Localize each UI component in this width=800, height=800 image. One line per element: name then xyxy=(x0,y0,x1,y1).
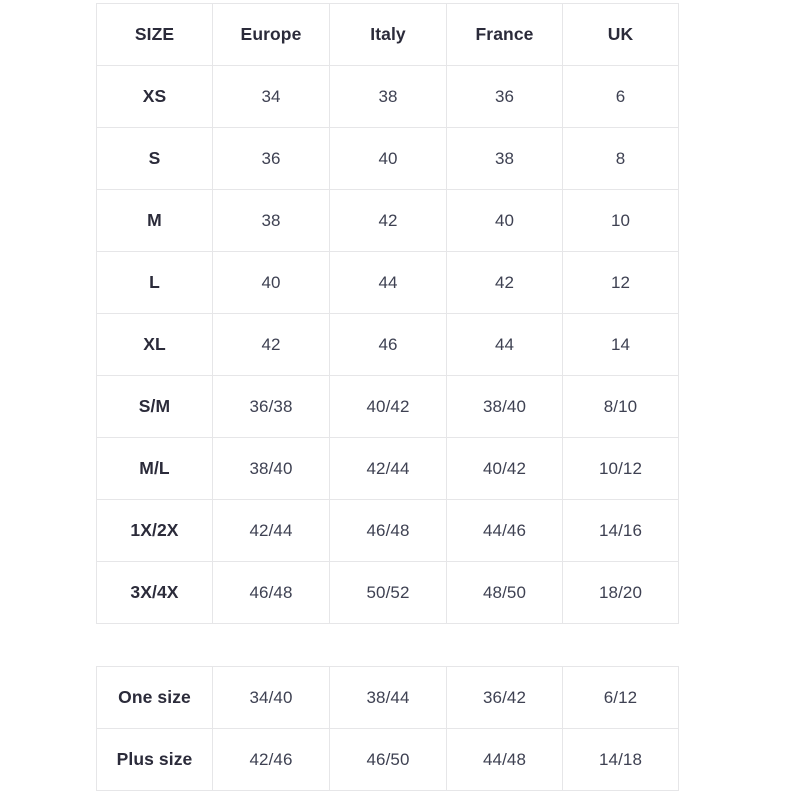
cell-3x-4x-france: 48/50 xyxy=(446,561,563,624)
cell-one-size-uk: 6/12 xyxy=(562,666,679,729)
row-label-l: L xyxy=(96,251,213,314)
cell-one-size-europe: 34/40 xyxy=(212,666,330,729)
cell-m-l-france: 40/42 xyxy=(446,437,563,500)
cell-plus-size-france: 44/48 xyxy=(446,728,563,791)
cell-xs-france: 36 xyxy=(446,65,563,128)
table-row: 3X/4X 46/48 50/52 48/50 18/20 xyxy=(96,561,679,624)
row-label-xl: XL xyxy=(96,313,213,376)
table-row: L 40 44 42 12 xyxy=(96,251,679,314)
cell-xl-france: 44 xyxy=(446,313,563,376)
table-row: S 36 40 38 8 xyxy=(96,127,679,190)
cell-xs-italy: 38 xyxy=(329,65,447,128)
cell-1x-2x-italy: 46/48 xyxy=(329,499,447,562)
table-row: One size 34/40 38/44 36/42 6/12 xyxy=(96,666,679,729)
cell-l-france: 42 xyxy=(446,251,563,314)
row-label-s: S xyxy=(96,127,213,190)
column-header-size: SIZE xyxy=(96,3,213,66)
cell-3x-4x-uk: 18/20 xyxy=(562,561,679,624)
cell-xs-europe: 34 xyxy=(212,65,330,128)
row-label-one-size: One size xyxy=(96,666,213,729)
cell-m-europe: 38 xyxy=(212,189,330,252)
cell-one-size-italy: 38/44 xyxy=(329,666,447,729)
table-row: 1X/2X 42/44 46/48 44/46 14/16 xyxy=(96,499,679,562)
header-row: SIZE Europe Italy France UK xyxy=(96,3,679,66)
cell-m-uk: 10 xyxy=(562,189,679,252)
cell-1x-2x-france: 44/46 xyxy=(446,499,563,562)
row-label-xs: XS xyxy=(96,65,213,128)
one-size-table-container: One size 34/40 38/44 36/42 6/12 Plus siz… xyxy=(96,666,679,791)
cell-l-italy: 44 xyxy=(329,251,447,314)
row-label-s-m: S/M xyxy=(96,375,213,438)
table-row: M 38 42 40 10 xyxy=(96,189,679,252)
cell-3x-4x-europe: 46/48 xyxy=(212,561,330,624)
cell-xl-italy: 46 xyxy=(329,313,447,376)
cell-s-europe: 36 xyxy=(212,127,330,190)
cell-xl-uk: 14 xyxy=(562,313,679,376)
size-conversion-table-container: SIZE Europe Italy France UK XS 34 38 36 … xyxy=(96,3,679,624)
row-label-plus-size: Plus size xyxy=(96,728,213,791)
cell-plus-size-italy: 46/50 xyxy=(329,728,447,791)
one-size-table: One size 34/40 38/44 36/42 6/12 Plus siz… xyxy=(96,666,679,791)
table-row: XS 34 38 36 6 xyxy=(96,65,679,128)
cell-m-italy: 42 xyxy=(329,189,447,252)
column-header-italy: Italy xyxy=(329,3,447,66)
cell-m-l-italy: 42/44 xyxy=(329,437,447,500)
cell-s-m-uk: 8/10 xyxy=(562,375,679,438)
column-header-uk: UK xyxy=(562,3,679,66)
cell-s-italy: 40 xyxy=(329,127,447,190)
cell-s-m-italy: 40/42 xyxy=(329,375,447,438)
cell-m-l-europe: 38/40 xyxy=(212,437,330,500)
cell-3x-4x-italy: 50/52 xyxy=(329,561,447,624)
column-header-france: France xyxy=(446,3,563,66)
cell-l-uk: 12 xyxy=(562,251,679,314)
table-body: One size 34/40 38/44 36/42 6/12 Plus siz… xyxy=(96,666,679,791)
table-row: Plus size 42/46 46/50 44/48 14/18 xyxy=(96,728,679,791)
column-header-europe: Europe xyxy=(212,3,330,66)
cell-plus-size-europe: 42/46 xyxy=(212,728,330,791)
table-row: M/L 38/40 42/44 40/42 10/12 xyxy=(96,437,679,500)
table-body: XS 34 38 36 6 S 36 40 38 8 M 38 42 xyxy=(96,65,679,624)
cell-m-france: 40 xyxy=(446,189,563,252)
cell-xs-uk: 6 xyxy=(562,65,679,128)
cell-s-france: 38 xyxy=(446,127,563,190)
cell-1x-2x-uk: 14/16 xyxy=(562,499,679,562)
row-label-m: M xyxy=(96,189,213,252)
row-label-1x-2x: 1X/2X xyxy=(96,499,213,562)
cell-xl-europe: 42 xyxy=(212,313,330,376)
cell-l-europe: 40 xyxy=(212,251,330,314)
cell-s-m-europe: 36/38 xyxy=(212,375,330,438)
table-row: S/M 36/38 40/42 38/40 8/10 xyxy=(96,375,679,438)
cell-plus-size-uk: 14/18 xyxy=(562,728,679,791)
row-label-3x-4x: 3X/4X xyxy=(96,561,213,624)
cell-s-uk: 8 xyxy=(562,127,679,190)
cell-1x-2x-europe: 42/44 xyxy=(212,499,330,562)
cell-m-l-uk: 10/12 xyxy=(562,437,679,500)
table-header: SIZE Europe Italy France UK xyxy=(96,3,679,66)
cell-one-size-france: 36/42 xyxy=(446,666,563,729)
cell-s-m-france: 38/40 xyxy=(446,375,563,438)
table-row: XL 42 46 44 14 xyxy=(96,313,679,376)
size-conversion-table: SIZE Europe Italy France UK XS 34 38 36 … xyxy=(96,3,679,624)
row-label-m-l: M/L xyxy=(96,437,213,500)
